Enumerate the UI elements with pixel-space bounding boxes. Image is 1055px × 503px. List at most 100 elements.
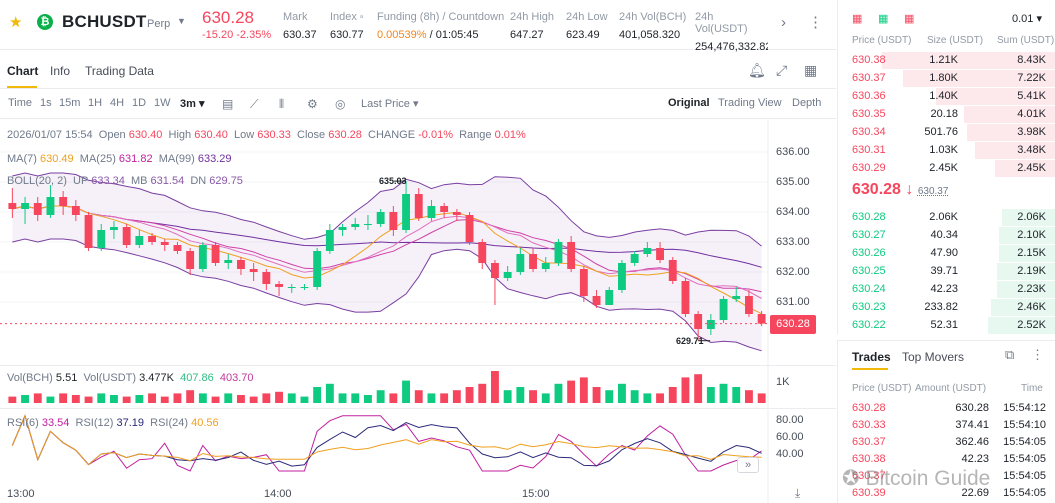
book-mode-asks-icon[interactable]: ▦ xyxy=(904,13,915,25)
trade-time: 15:54:05 xyxy=(1003,487,1046,499)
trade-price: 630.37 xyxy=(852,436,886,448)
depth-bar xyxy=(936,88,1055,105)
candle xyxy=(173,245,182,251)
expand-icon[interactable]: ⤢ xyxy=(776,62,788,78)
book-sum: 2.19K xyxy=(1017,265,1046,277)
interval-1h[interactable]: 1H xyxy=(88,97,103,109)
book-size: 1.80K xyxy=(929,72,958,84)
high-marker-label: 635.03 xyxy=(379,176,407,186)
pane-divider[interactable] xyxy=(0,408,836,409)
target-icon[interactable]: ◎ xyxy=(335,97,346,111)
trade-price: 630.38 xyxy=(852,453,886,465)
favorite-star-icon[interactable]: ★ xyxy=(9,14,23,31)
boll-legend: BOLL(20, 2) UP 633.34 MB 631.54 DN 629.7… xyxy=(7,175,243,187)
alert-bell-icon[interactable]: 🔔︎ xyxy=(748,62,766,78)
volume-bar xyxy=(364,395,372,403)
tab-info[interactable]: Info xyxy=(50,64,71,78)
tab-trades[interactable]: Trades xyxy=(852,350,891,364)
book-sum: 5.41K xyxy=(1017,90,1046,102)
depth-bar xyxy=(997,263,1055,280)
ask-row[interactable]: 630.34 501.76 3.98K xyxy=(838,124,1055,141)
volume-bar xyxy=(554,383,563,403)
volume-bar xyxy=(84,396,93,403)
candle xyxy=(605,290,614,305)
candle xyxy=(364,224,372,225)
rsi-line xyxy=(11,414,762,472)
book-sum: 3.98K xyxy=(1017,126,1046,138)
candle xyxy=(503,272,512,278)
calendar-icon[interactable]: ▤ xyxy=(222,97,234,111)
interval-4h[interactable]: 4H xyxy=(110,97,125,109)
settings-icon[interactable]: ⚙︎ xyxy=(307,97,318,111)
precision-select[interactable]: 0.01 ▾ xyxy=(1012,13,1042,25)
book-price: 630.36 xyxy=(852,90,886,102)
chevron-right-icon[interactable]: › xyxy=(781,14,786,31)
volume-bar xyxy=(567,380,576,403)
book-size: 501.76 xyxy=(924,126,958,138)
volume-bar xyxy=(719,383,728,403)
ask-row[interactable]: 630.37 1.80K 7.22K xyxy=(838,70,1055,87)
layout-grid-icon[interactable]: ▦ xyxy=(804,62,818,78)
volume-bar xyxy=(541,393,550,403)
more-menu-icon[interactable]: ⋮ xyxy=(1031,347,1044,362)
bid-row[interactable]: 630.26 47.90 2.15K xyxy=(838,245,1055,262)
x-tick: 14:00 xyxy=(264,488,292,500)
ma7-line xyxy=(12,205,762,315)
ask-row[interactable]: 630.31 1.03K 3.48K xyxy=(838,142,1055,159)
price-change: -15.20 -2.35% xyxy=(202,29,272,41)
pane-divider[interactable] xyxy=(0,365,836,366)
view-tradingview[interactable]: Trading View xyxy=(718,97,782,109)
time-label[interactable]: Time xyxy=(8,97,33,109)
chart-tabs: Chart Info Trading Data 🔔︎ ⤢ ▦ xyxy=(0,51,836,89)
ask-row[interactable]: 630.29 2.45K 2.45K xyxy=(838,160,1055,177)
axis-scale-icon[interactable]: ⤓ xyxy=(795,486,801,500)
symbol-name[interactable]: BCHUSDT xyxy=(62,12,147,31)
depth-bar xyxy=(964,106,1055,123)
y-tick: 633.00 xyxy=(776,236,810,248)
bollinger-band-fill xyxy=(12,173,762,351)
candle xyxy=(148,236,156,242)
book-price: 630.37 xyxy=(852,72,886,84)
ask-row[interactable]: 630.36 1.40K 5.41K xyxy=(838,88,1055,105)
chart-area[interactable]: 2026/01/07 15:54 Open 630.40 High 630.40… xyxy=(0,120,836,503)
volume-bar xyxy=(732,387,741,403)
candle xyxy=(46,197,55,215)
more-menu-icon[interactable]: ⋮ xyxy=(808,14,824,31)
bid-row[interactable]: 630.23 233.82 2.46K xyxy=(838,299,1055,316)
interval-3m[interactable]: 3m ▾ xyxy=(180,98,205,110)
scroll-to-latest-icon[interactable]: » xyxy=(737,457,759,473)
indicator-icon[interactable]: ⟋ xyxy=(250,97,259,111)
book-mode-both-icon[interactable]: ▦ xyxy=(852,13,863,25)
trade-amount: 22.69 xyxy=(961,487,989,499)
interval-1s[interactable]: 1s xyxy=(40,97,52,109)
bid-row[interactable]: 630.22 52.31 2.52K xyxy=(838,317,1055,334)
bid-row[interactable]: 630.24 42.23 2.23K xyxy=(838,281,1055,298)
interval-1w[interactable]: 1W xyxy=(154,97,171,109)
book-price: 630.23 xyxy=(852,301,886,313)
ask-row[interactable]: 630.35 20.18 4.01K xyxy=(838,106,1055,123)
tab-top-movers[interactable]: Top Movers xyxy=(902,350,965,364)
interval-15m[interactable]: 15m xyxy=(59,97,81,109)
y-tick: 636.00 xyxy=(776,146,810,158)
candlestick-chart[interactable] xyxy=(0,120,836,503)
bid-row[interactable]: 630.28 2.06K 2.06K xyxy=(838,209,1055,226)
last-price-select[interactable]: Last Price ▾ xyxy=(361,98,419,110)
ask-row[interactable]: 630.38 1.21K 8.43K xyxy=(838,52,1055,69)
view-depth[interactable]: Depth xyxy=(792,97,822,109)
chevron-down-icon[interactable]: ▼ xyxy=(177,16,186,26)
volume-bar xyxy=(21,395,29,403)
view-original[interactable]: Original xyxy=(668,97,710,109)
book-price: 630.31 xyxy=(852,144,886,156)
candle-type-icon[interactable]: ⫴ xyxy=(279,97,285,111)
interval-1d[interactable]: 1D xyxy=(132,97,147,109)
tab-trading-data[interactable]: Trading Data xyxy=(85,64,154,78)
tab-chart[interactable]: Chart xyxy=(7,64,39,78)
bid-row[interactable]: 630.27 40.34 2.10K xyxy=(838,227,1055,244)
volume-bar xyxy=(402,380,410,403)
book-mode-bids-icon[interactable]: ▦ xyxy=(878,13,889,25)
external-link-icon[interactable]: ⧉ xyxy=(1005,347,1015,362)
stat-24h-vol-bch: 24h Vol(BCH) 401,058.320 xyxy=(619,11,687,41)
candle xyxy=(541,263,550,269)
volume-bar xyxy=(338,393,347,403)
bid-row[interactable]: 630.25 39.71 2.19K xyxy=(838,263,1055,280)
